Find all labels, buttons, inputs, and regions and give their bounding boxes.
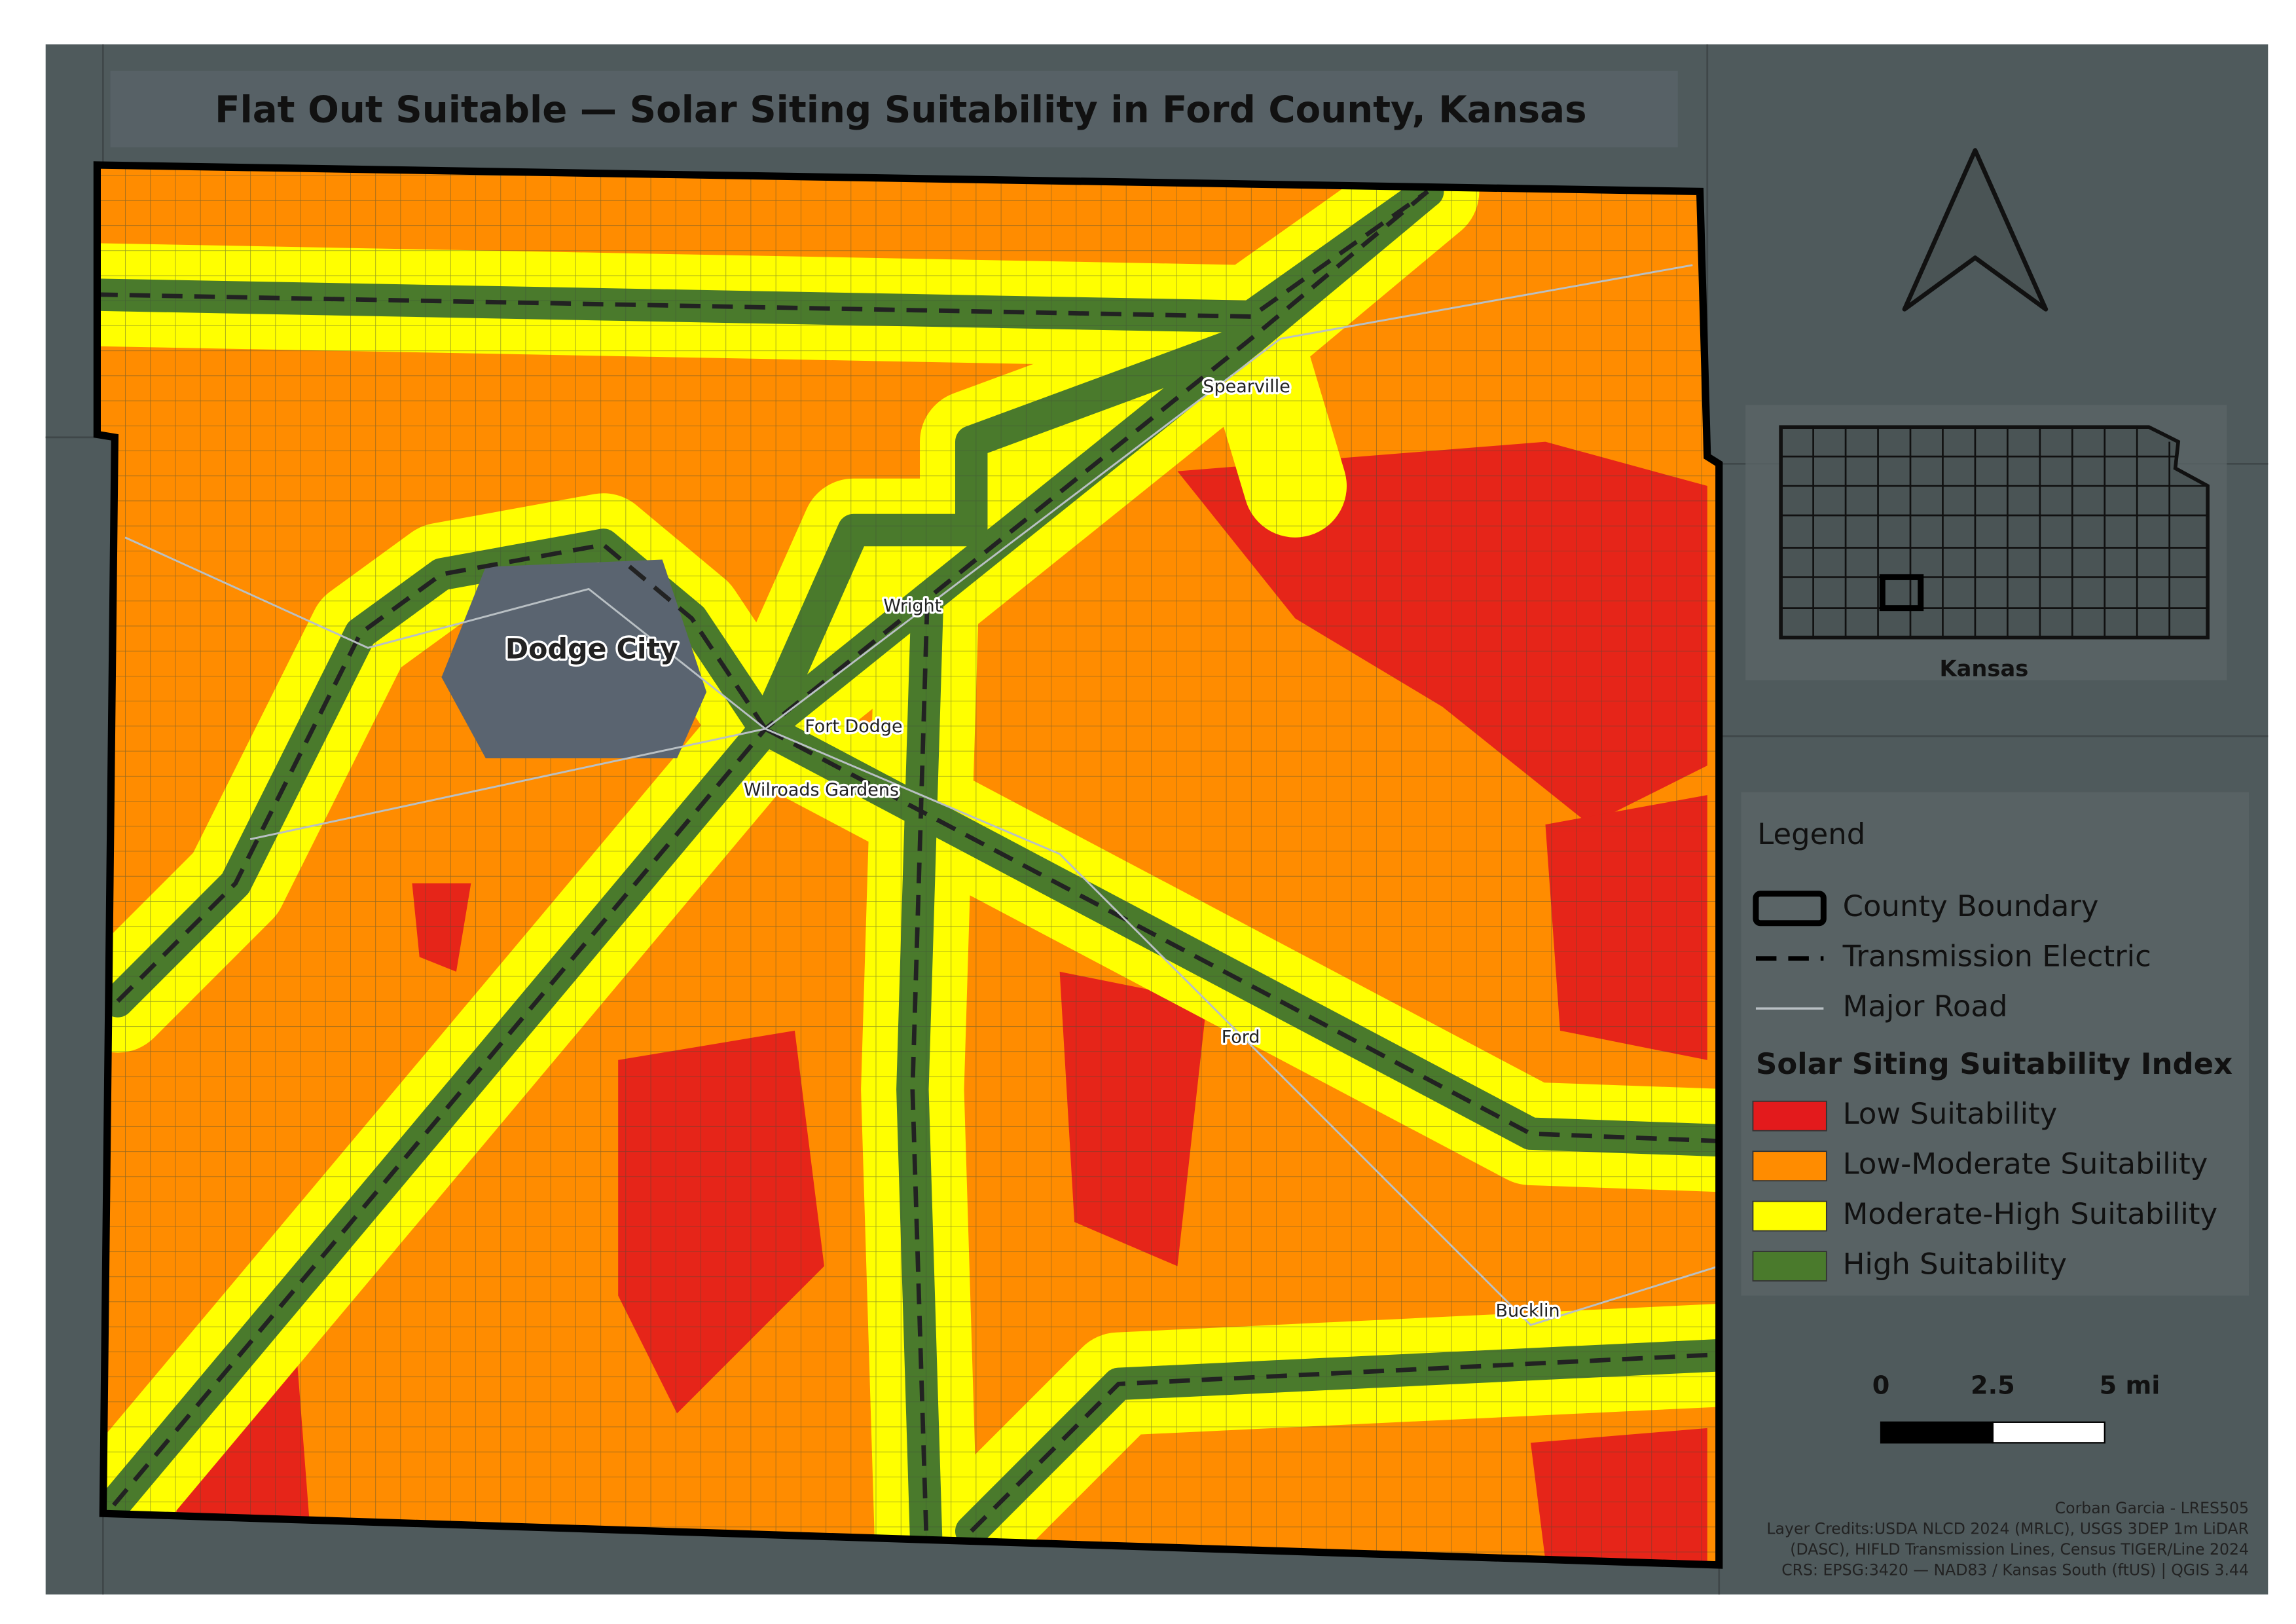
place-label: Dodge City xyxy=(505,633,678,665)
scale-label: 5 mi xyxy=(2100,1371,2160,1400)
legend-item: Transmission Electric xyxy=(1842,939,2151,974)
transmission-lines xyxy=(97,189,1719,1565)
legend-swatch xyxy=(1752,1151,1827,1182)
place-label: Ford xyxy=(1222,1027,1260,1048)
legend-item: Moderate-High Suitability xyxy=(1843,1196,2218,1231)
north-arrow xyxy=(1902,148,2049,312)
major-roads xyxy=(124,264,1719,1327)
scale-label: 0 xyxy=(1872,1371,1890,1400)
title-box xyxy=(110,71,1678,147)
legend-item: Major Road xyxy=(1843,989,2008,1024)
legend-item: Low Suitability xyxy=(1843,1096,2058,1131)
legend-swatch xyxy=(1752,1200,1827,1232)
legend-item: High Suitability xyxy=(1843,1247,2068,1282)
legend-item: County Boundary xyxy=(1843,889,2099,923)
scale-bar: 0 2.5 5 mi xyxy=(1872,1371,2160,1444)
place-label: Bucklin xyxy=(1495,1301,1559,1321)
locator-inset: Kansas xyxy=(1745,405,2227,682)
legend: Legend County Boundary Transmission Elec… xyxy=(1741,792,2250,1296)
scale-label: 2.5 xyxy=(1971,1371,2015,1400)
place-label: Wilroads Gardens xyxy=(744,780,899,800)
map-title: Flat Out Suitable — Solar Siting Suitabi… xyxy=(215,89,1586,132)
suitability-raster xyxy=(97,164,1719,1565)
place-label: Fort Dodge xyxy=(805,716,902,737)
legend-swatch xyxy=(1752,1251,1827,1282)
legend-item: Low-Moderate Suitability xyxy=(1843,1147,2208,1181)
credit-line: Corban Garcia - LRES505 xyxy=(2055,1499,2249,1517)
place-label: Wright xyxy=(883,596,941,616)
place-labels: Spearville Wright Dodge City Fort Dodge … xyxy=(503,375,1562,1324)
credit-line: Layer Credits:USDA NLCD 2024 (MRLC), USG… xyxy=(1766,1520,2249,1538)
dodge-city-urban xyxy=(441,559,707,758)
inset-label: Kansas xyxy=(1940,656,2029,682)
place-label: Spearville xyxy=(1203,377,1290,397)
credit-line: (DASC), HIFLD Transmission Lines, Census… xyxy=(1790,1540,2249,1559)
legend-title: Legend xyxy=(1757,817,1865,851)
section-grid xyxy=(97,164,1719,1565)
legend-swatch xyxy=(1753,891,1827,927)
legend-swatch xyxy=(1752,1100,1827,1132)
credits: Corban Garcia - LRES505 Layer Credits:US… xyxy=(1766,1499,2249,1579)
county-boundary xyxy=(93,161,1723,1569)
credit-line: CRS: EPSG:3420 — NAD83 / Kansas South (f… xyxy=(1781,1561,2249,1579)
index-title: Solar Siting Suitability Index xyxy=(1756,1046,2232,1081)
